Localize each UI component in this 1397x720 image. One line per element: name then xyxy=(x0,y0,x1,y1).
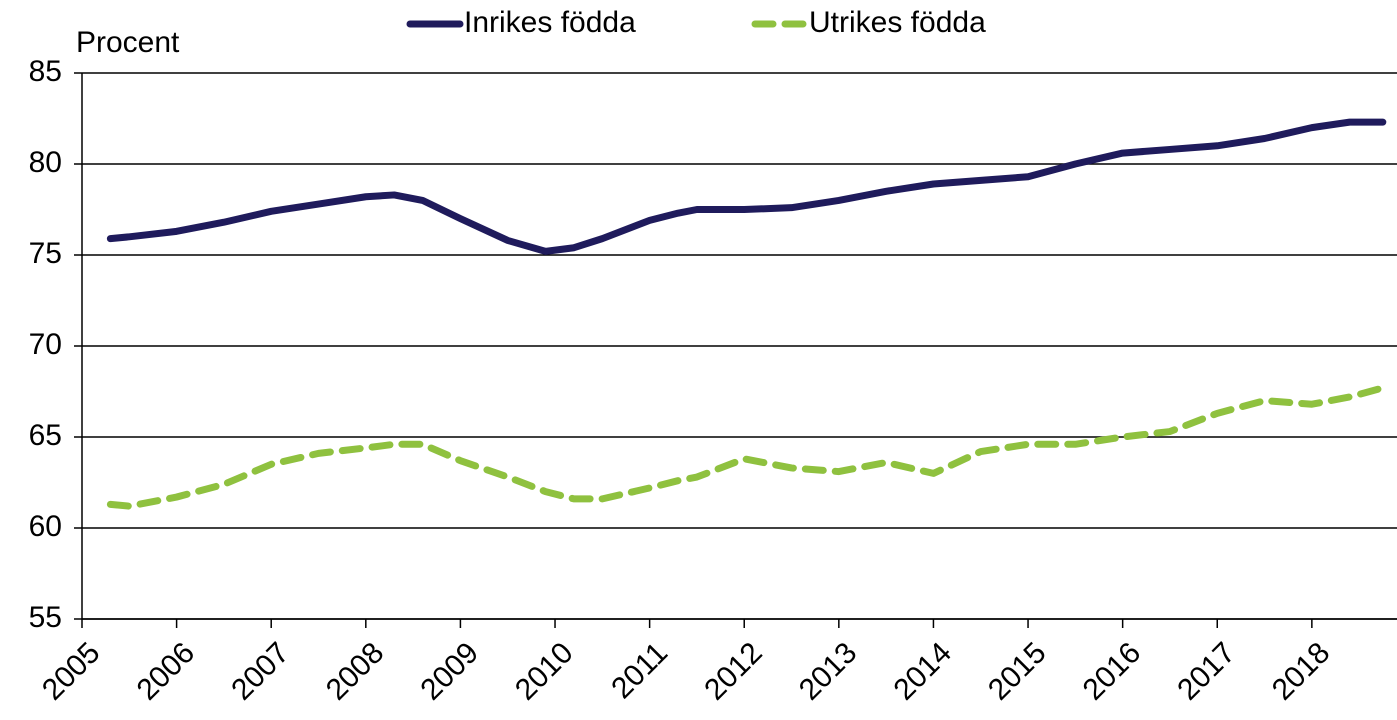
legend-label: Utrikes födda xyxy=(809,6,986,39)
legend-label: Inrikes födda xyxy=(464,6,636,39)
x-tick-label: 2016 xyxy=(1077,636,1148,707)
series-line xyxy=(106,384,1387,510)
x-tick-label: 2017 xyxy=(1171,636,1242,707)
y-tick-label: 70 xyxy=(29,328,62,361)
x-tick-label: 2018 xyxy=(1266,636,1337,707)
x-tick-label: 2005 xyxy=(36,636,107,707)
x-tick-label: 2010 xyxy=(509,636,580,707)
x-tick-label: 2007 xyxy=(225,636,296,707)
y-axis-label: Procent xyxy=(76,26,180,59)
y-tick-label: 60 xyxy=(29,510,62,543)
series-line xyxy=(106,118,1387,255)
x-tick-label: 2013 xyxy=(793,636,864,707)
y-tick-label: 55 xyxy=(29,601,62,634)
y-tick-label: 65 xyxy=(29,419,62,452)
x-tick-label: 2015 xyxy=(982,636,1053,707)
x-tick-label: 2011 xyxy=(605,636,674,705)
x-tick-label: 2012 xyxy=(698,636,769,707)
x-tick-label: 2014 xyxy=(887,636,958,707)
x-tick-label: 2008 xyxy=(320,636,391,707)
y-tick-label: 80 xyxy=(29,146,62,179)
x-tick-label: 2006 xyxy=(131,636,202,707)
y-tick-label: 85 xyxy=(29,55,62,88)
x-tick-label: 2009 xyxy=(414,636,485,707)
y-tick-label: 75 xyxy=(29,237,62,270)
